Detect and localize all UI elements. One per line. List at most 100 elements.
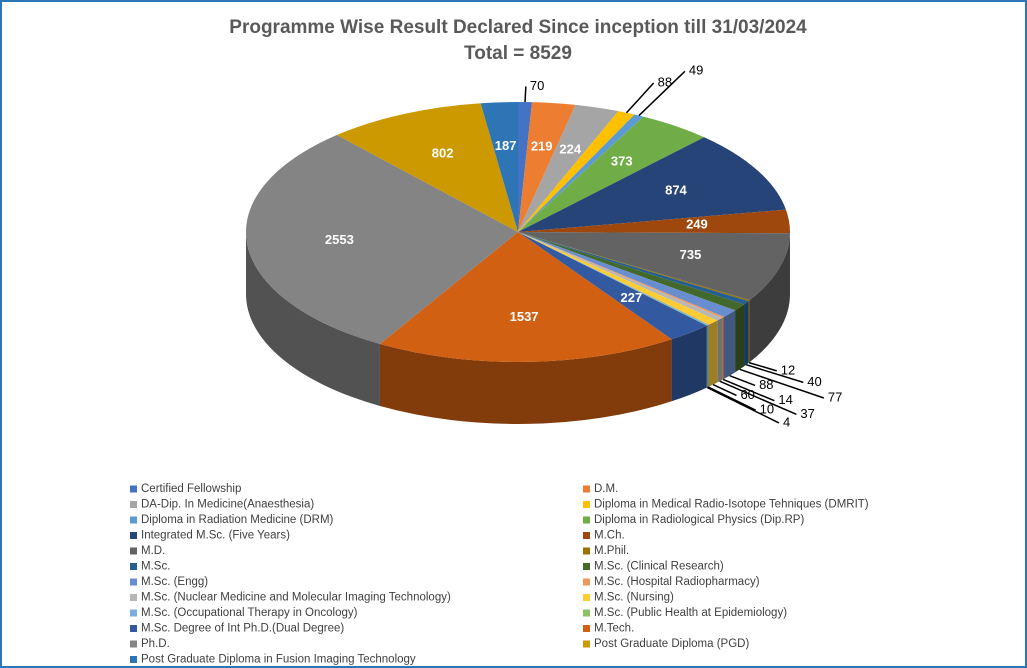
legend-swatch: [130, 485, 137, 493]
legend-label: M.Sc. (Nuclear Medicine and Molecular Im…: [141, 592, 451, 604]
data-label: 874: [665, 183, 687, 198]
legend-swatch: [583, 563, 590, 570]
legend-label: Ph.D.: [141, 638, 170, 650]
legend-swatch: [130, 532, 137, 539]
legend-swatch: [583, 609, 590, 617]
legend-swatch: [130, 625, 137, 632]
slice: [518, 102, 533, 232]
slice: [518, 232, 718, 325]
legend-label: M.Sc. (Engg): [141, 576, 208, 588]
legend-swatch: [130, 501, 137, 508]
slice: [518, 232, 707, 340]
slice: [518, 232, 723, 321]
legend-label: M.Sc. Degree of Int Ph.D.(Dual Degree): [141, 623, 344, 635]
data-label: 88: [759, 377, 773, 392]
legend-swatch: [583, 578, 590, 586]
chart-subtitle: Total = 8529: [464, 43, 572, 64]
data-label: 802: [432, 146, 454, 161]
slice: [518, 104, 619, 232]
legend-label: M.Sc. (Public Health at Epidemiology): [594, 607, 787, 619]
data-label: 88: [658, 74, 672, 89]
data-label: 227: [621, 290, 643, 305]
data-label: 187: [495, 138, 517, 153]
data-label: 219: [531, 138, 553, 153]
legend-swatch: [583, 532, 590, 539]
legend-label: Integrated M.Sc. (Five Years): [141, 530, 290, 542]
legend-swatch: [583, 485, 590, 493]
data-label: 14: [778, 392, 792, 407]
leader-line: [638, 70, 686, 117]
legend-label: M.Tech.: [594, 623, 634, 635]
legend-label: Post Graduate Diploma in Fusion Imaging …: [141, 654, 416, 666]
leader-line: [524, 86, 527, 103]
legend-swatch: [130, 516, 137, 524]
slice: [518, 111, 635, 232]
legend-label: Post Graduate Diploma (PGD): [594, 638, 749, 650]
slice: [518, 232, 736, 317]
slice-side: [748, 300, 750, 364]
leader-line: [706, 386, 780, 424]
slice: [518, 232, 725, 318]
leader-line: [746, 364, 804, 384]
legend-label: M.Ch.: [594, 530, 625, 542]
slice: [518, 102, 576, 232]
slice-side: [717, 317, 723, 383]
legend-label: M.Sc. (Occupational Therapy in Oncology): [141, 607, 358, 619]
legend-swatch: [130, 656, 137, 663]
slice-side: [708, 320, 718, 387]
legend-label: Diploma in Medical Radio-Isotope Tehniqu…: [594, 499, 869, 511]
legend-swatch: [583, 516, 590, 524]
slice-side: [707, 324, 709, 388]
legend-label: Certified Fellowship: [141, 483, 241, 495]
slice: [336, 103, 518, 232]
legend-swatch: [130, 594, 137, 601]
chart-title: Programme Wise Result Declared Since inc…: [229, 17, 807, 38]
leader-line: [712, 383, 737, 397]
data-label: 40: [807, 374, 821, 389]
legend-swatch: [583, 625, 590, 632]
leader-line: [719, 380, 797, 416]
leader-line: [748, 361, 777, 372]
slice: [246, 135, 519, 345]
data-label: 77: [828, 389, 842, 404]
slice: [518, 116, 705, 232]
leader-line: [707, 386, 756, 411]
data-label: 12: [781, 362, 795, 377]
data-label: 224: [559, 141, 581, 156]
data-label: 70: [530, 78, 544, 93]
legend-swatch: [583, 640, 590, 648]
slice: [518, 232, 745, 311]
legend-swatch: [130, 640, 137, 648]
legend-swatch: [583, 594, 590, 601]
slice-side: [246, 232, 380, 407]
slice-side: [706, 325, 708, 388]
legend-swatch: [130, 609, 137, 617]
slice: [518, 232, 708, 326]
slice: [518, 232, 750, 302]
leader-line: [625, 82, 655, 114]
slice: [480, 102, 518, 232]
leader-line: [729, 374, 756, 387]
legend-label: M.D.: [141, 545, 165, 557]
data-label: 49: [689, 63, 703, 78]
slice-side: [749, 233, 790, 363]
legend-swatch: [130, 563, 137, 570]
slice-side: [722, 316, 725, 380]
slice: [518, 209, 790, 234]
legend-label: M.Sc. (Hospital Radiopharmacy): [594, 576, 760, 588]
slice: [518, 114, 644, 232]
legend-label: M.Sc.: [141, 561, 170, 573]
slice: [518, 232, 709, 326]
legend-swatch: [583, 501, 590, 508]
slice-side: [724, 310, 736, 379]
data-label: 60: [740, 387, 754, 402]
data-label: 37: [800, 406, 814, 421]
data-label: 373: [611, 153, 633, 168]
leader-line: [739, 368, 825, 399]
legend-label: DA-Dip. In Medicine(Anaesthesia): [141, 499, 314, 511]
legend-swatch: [583, 547, 590, 555]
slice: [518, 232, 790, 301]
slice-side: [744, 301, 749, 367]
slice: [379, 232, 672, 362]
